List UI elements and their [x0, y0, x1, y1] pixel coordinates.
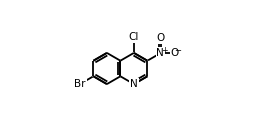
- Text: −: −: [174, 47, 182, 56]
- Text: +: +: [161, 46, 167, 55]
- Text: O: O: [156, 33, 164, 43]
- Text: N: N: [130, 79, 138, 89]
- Text: O: O: [171, 48, 179, 58]
- Text: N: N: [156, 48, 164, 58]
- Text: Br: Br: [74, 79, 86, 89]
- Text: Cl: Cl: [129, 32, 139, 42]
